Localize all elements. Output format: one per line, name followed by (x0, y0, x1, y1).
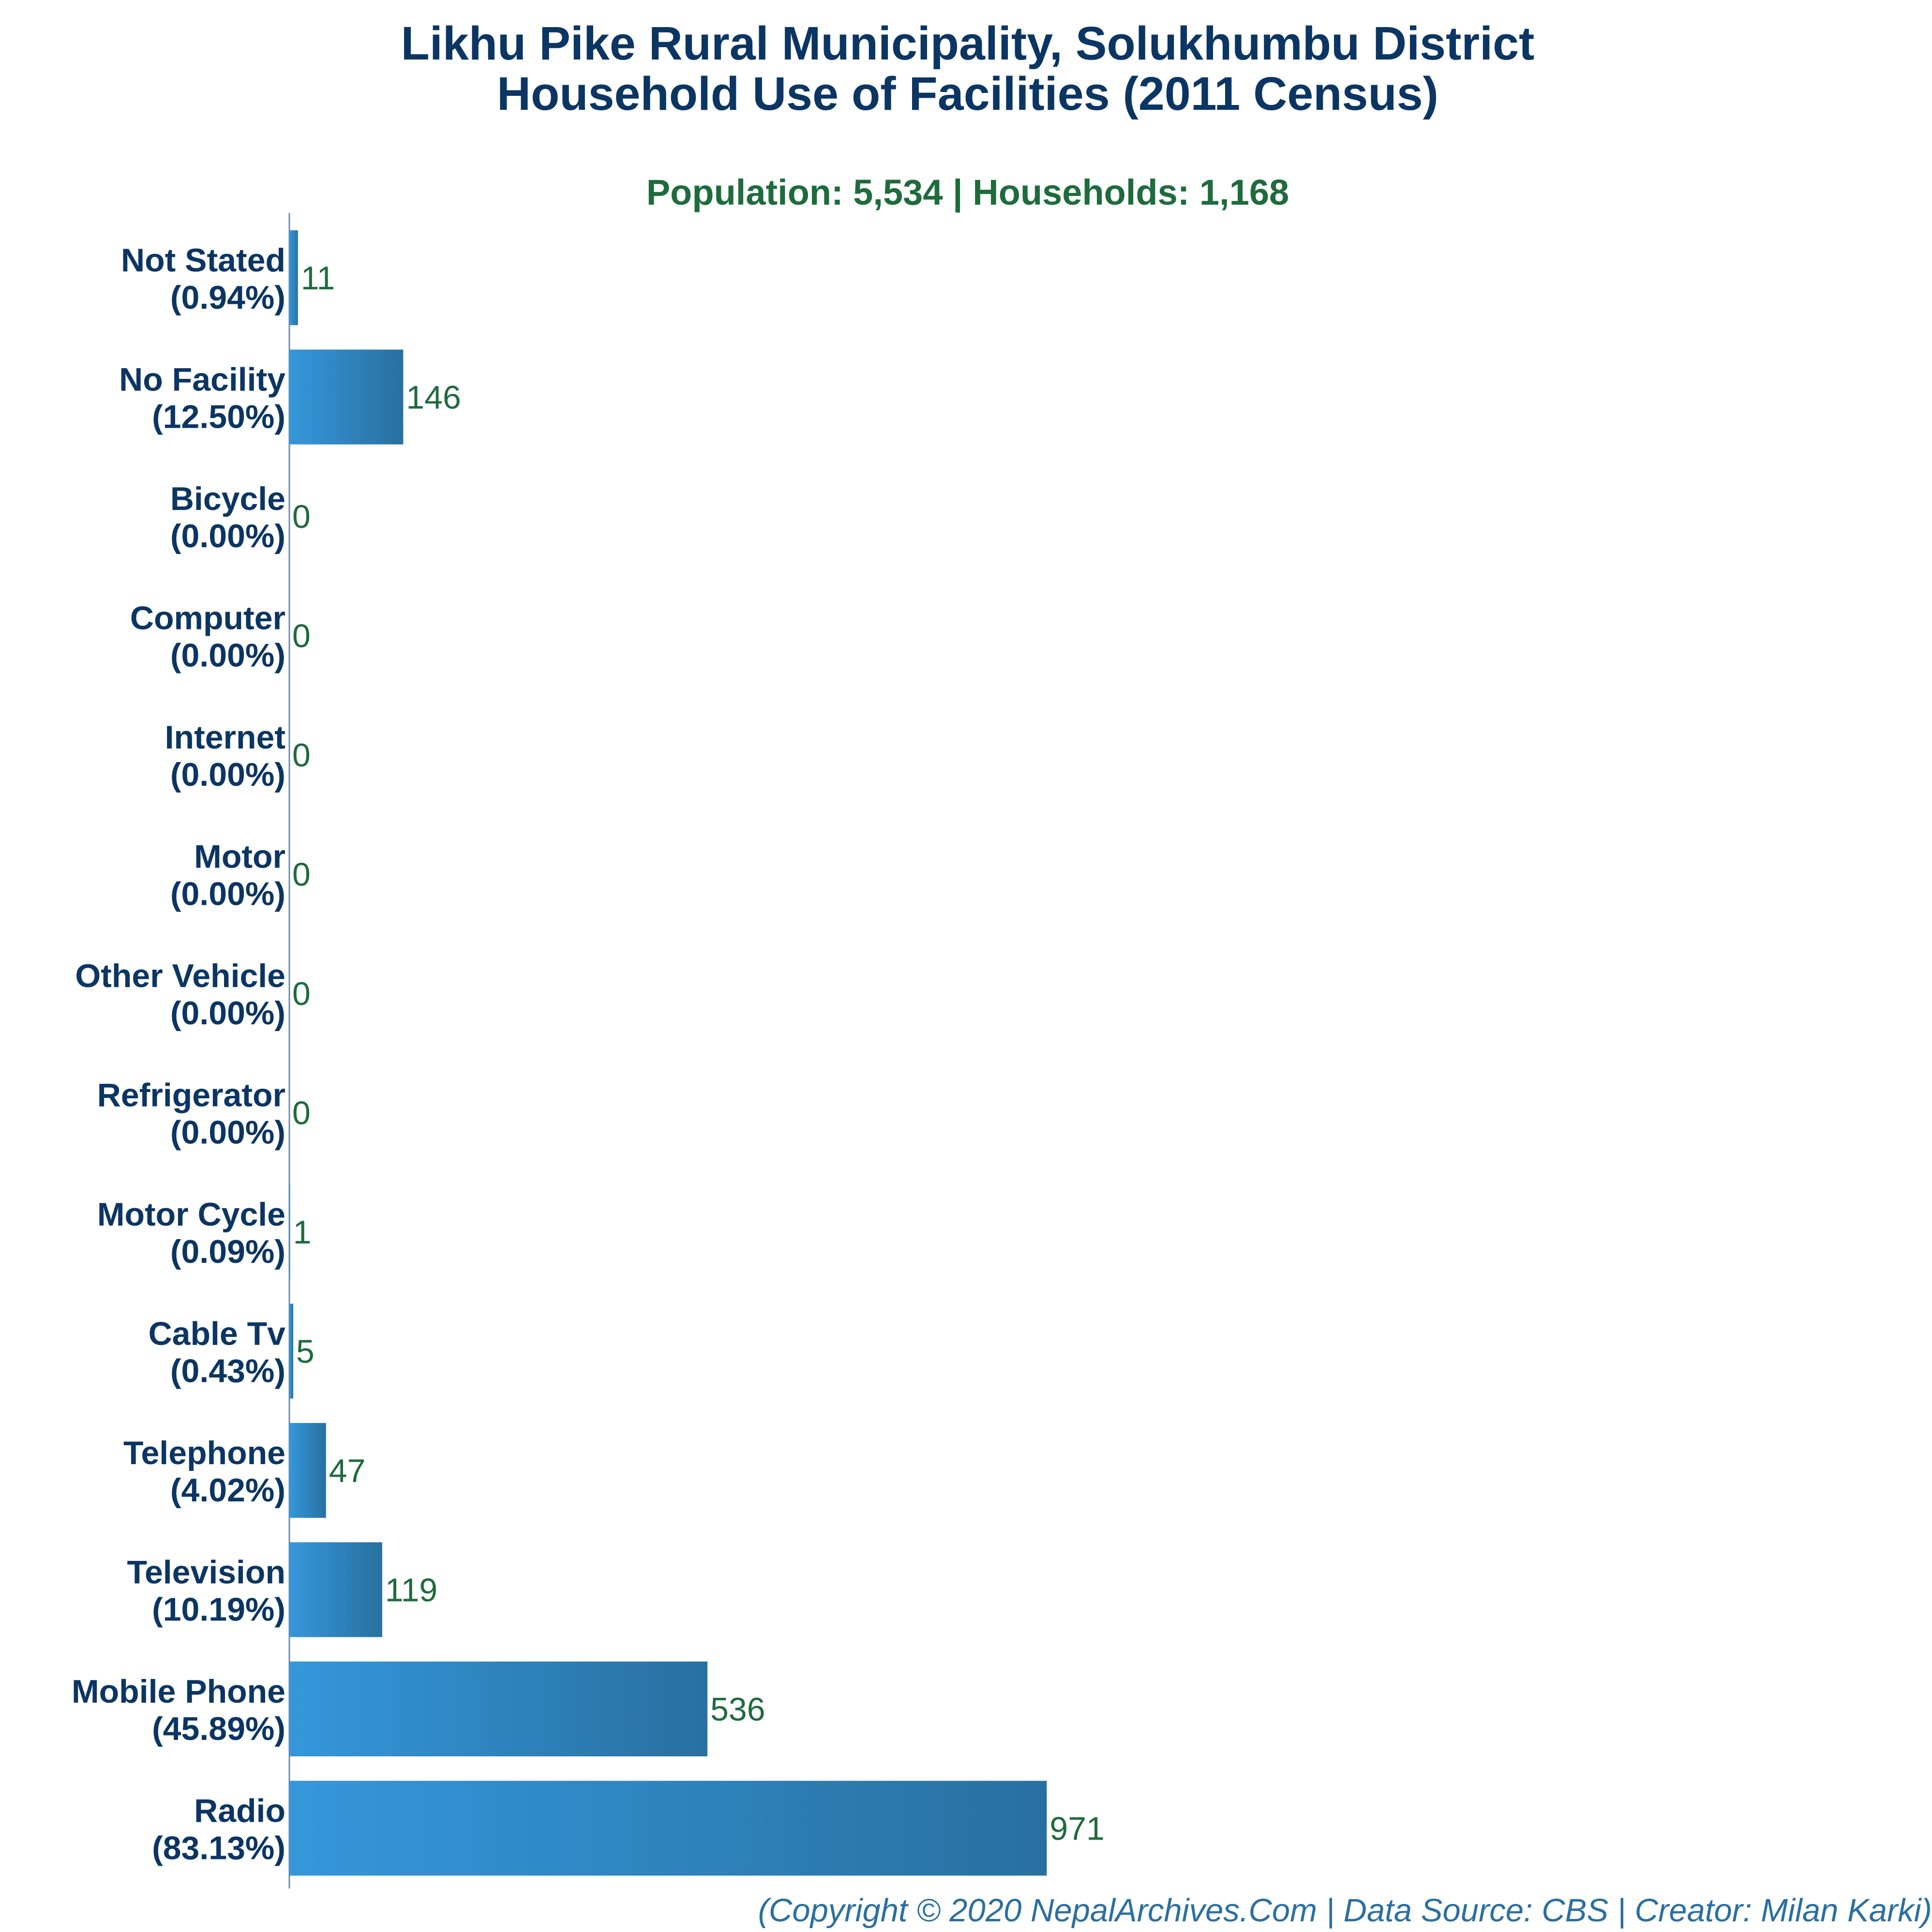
category-label: Television (127, 1554, 285, 1591)
category-label: Bicycle (170, 480, 285, 517)
category-label: Refrigerator (97, 1077, 285, 1114)
category-label: Radio (194, 1793, 285, 1829)
percent-label: (0.09%) (170, 1233, 285, 1270)
bar-mobile-phone (289, 1662, 708, 1756)
value-label: 0 (292, 498, 311, 535)
value-label: 5 (296, 1333, 315, 1370)
category-label: Telephone (123, 1435, 285, 1471)
bar-telephone (289, 1423, 326, 1518)
value-label: 536 (710, 1691, 765, 1728)
footer-credit: (Copyright © 2020 NepalArchives.Com | Da… (758, 1892, 1932, 1929)
percent-label: (0.00%) (170, 995, 285, 1032)
percent-label: (10.19%) (152, 1591, 285, 1628)
value-label: 119 (385, 1572, 437, 1609)
value-label: 0 (292, 737, 311, 774)
value-label: 1 (293, 1214, 312, 1251)
value-label: 0 (292, 975, 311, 1012)
bar-cable-tv (289, 1303, 294, 1399)
category-label: Computer (130, 600, 285, 637)
value-label: 0 (292, 856, 311, 893)
chart-title-line1: Likhu Pike Rural Municipality, Solukhumb… (401, 17, 1535, 70)
category-label: Motor Cycle (97, 1196, 285, 1233)
value-label: 0 (292, 1095, 311, 1132)
percent-label: (0.94%) (170, 279, 285, 316)
percent-label: (45.89%) (152, 1710, 285, 1747)
category-label: Not Stated (121, 242, 285, 279)
bar-television (289, 1542, 382, 1637)
bar-radio (289, 1781, 1047, 1876)
value-label: 47 (329, 1453, 366, 1489)
percent-label: (0.00%) (170, 1114, 285, 1151)
percent-label: (0.00%) (170, 518, 285, 554)
bar-motor-cycle (289, 1184, 290, 1279)
value-label: 0 (292, 618, 311, 655)
category-label: Cable Tv (149, 1316, 286, 1352)
percent-label: (0.43%) (170, 1353, 285, 1390)
value-label: 146 (406, 379, 461, 416)
category-label: Mobile Phone (72, 1673, 285, 1710)
percent-label: (12.50%) (152, 399, 285, 435)
percent-label: (0.00%) (170, 637, 285, 674)
value-label: 971 (1049, 1811, 1104, 1847)
percent-label: (0.00%) (170, 876, 285, 913)
bar-no-facility (289, 349, 404, 445)
category-label: Internet (165, 719, 285, 756)
bars-group: 11 Not Stated(0.94%) 146 No Facility(12.50%… (72, 230, 1105, 1876)
value-label: 11 (301, 260, 335, 297)
category-label: Motor (194, 839, 285, 875)
percent-label: (4.02%) (170, 1472, 285, 1509)
percent-label: (0.00%) (170, 756, 285, 793)
category-label: Other Vehicle (75, 958, 285, 994)
category-label: No Facility (119, 361, 285, 398)
bar-not-stated (289, 230, 298, 325)
percent-label: (83.13%) (152, 1830, 285, 1867)
chart-title-line2: Household Use of Facilities (2011 Census… (497, 67, 1438, 120)
chart-subtitle: Population: 5,534 | Households: 1,168 (646, 172, 1289, 212)
